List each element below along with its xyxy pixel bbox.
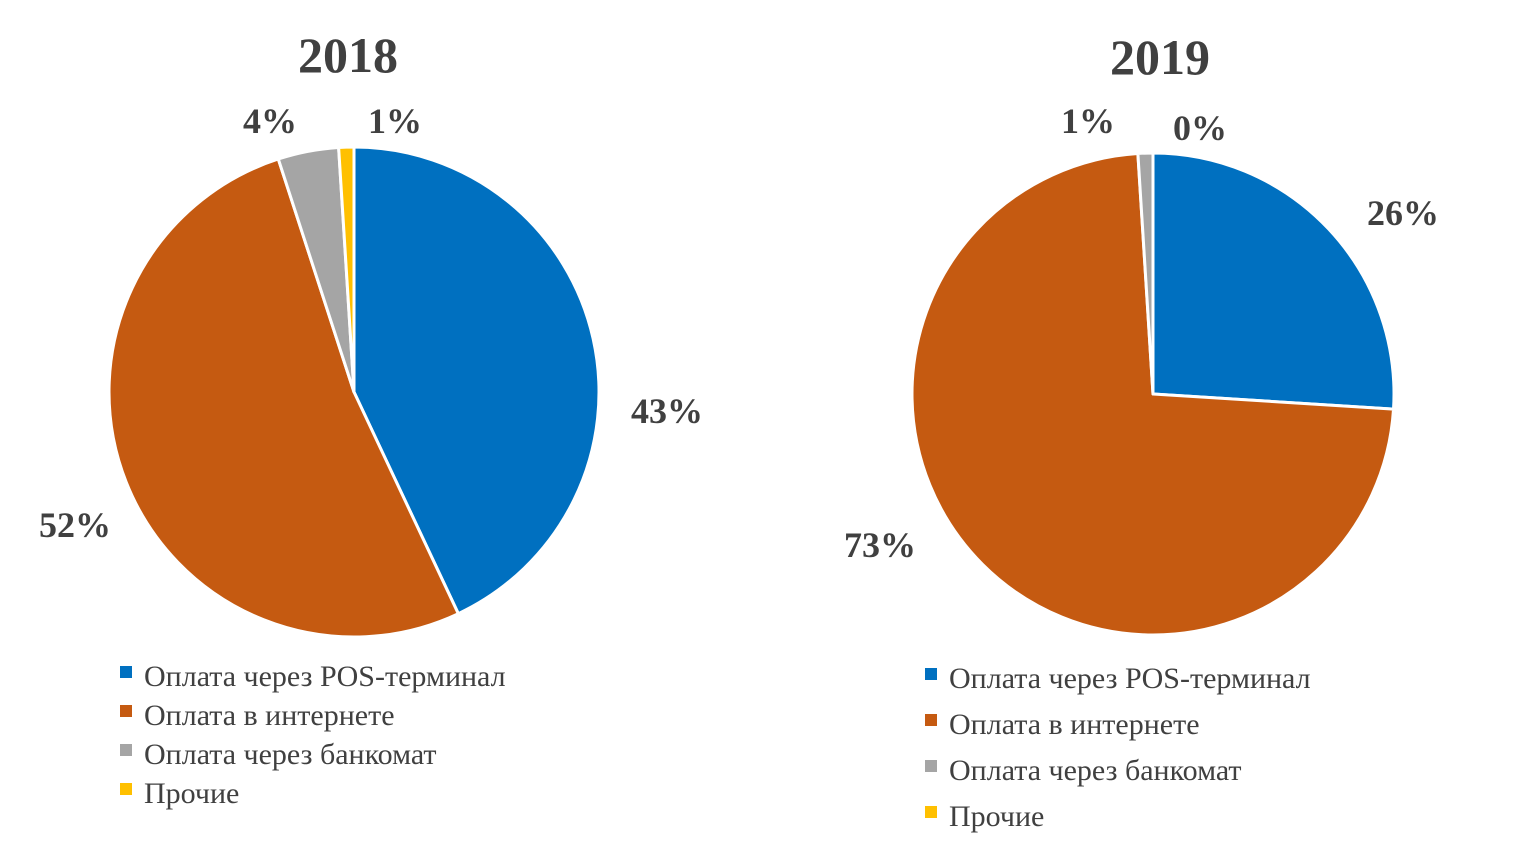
legend-swatch-atm	[925, 760, 937, 772]
legend-label-other: Прочие	[949, 800, 1044, 833]
legend-swatch-pos-terminal	[925, 668, 937, 680]
legend-swatch-atm	[120, 744, 132, 756]
legend-swatch-internet	[120, 705, 132, 717]
chart-title: 2018	[298, 27, 398, 83]
data-label-pos-terminal: 26%	[1367, 193, 1439, 233]
data-label-other: 0%	[1173, 108, 1227, 148]
legend-label-internet: Оплата в интернете	[144, 699, 395, 732]
data-label-other: 1%	[368, 101, 422, 141]
pie-slice-pos-terminal	[1151, 151, 1396, 411]
pie-slice-internet	[107, 157, 460, 639]
legend: Оплата через POS-терминал Оплата в интерн…	[120, 660, 506, 810]
data-label-atm: 1%	[1061, 101, 1115, 141]
legend-swatch-other	[925, 806, 937, 818]
pie-slice-pos-terminal	[352, 145, 601, 616]
legend-label-internet: Оплата в интернете	[949, 708, 1200, 741]
legend-swatch-pos-terminal	[120, 666, 132, 678]
data-label-pos-terminal: 43%	[631, 391, 703, 431]
legend-label-other: Прочие	[144, 777, 239, 810]
legend-swatch-internet	[925, 714, 937, 726]
legend-label-atm: Оплата через банкомат	[949, 754, 1242, 787]
data-label-internet: 52%	[39, 505, 111, 545]
chart-title: 2019	[1110, 29, 1210, 85]
data-label-internet: 73%	[844, 525, 916, 565]
pie-slice-other	[337, 145, 356, 394]
pie-slice-atm	[1136, 151, 1155, 396]
legend-swatch-other	[120, 783, 132, 795]
legend-label-pos-terminal: Оплата через POS-терминал	[949, 662, 1311, 695]
data-label-atm: 4%	[243, 101, 297, 141]
legend-label-pos-terminal: Оплата через POS-терминал	[144, 660, 506, 693]
legend: Оплата через POS-терминал Оплата в интерн…	[925, 662, 1311, 833]
legend-label-atm: Оплата через банкомат	[144, 738, 437, 771]
